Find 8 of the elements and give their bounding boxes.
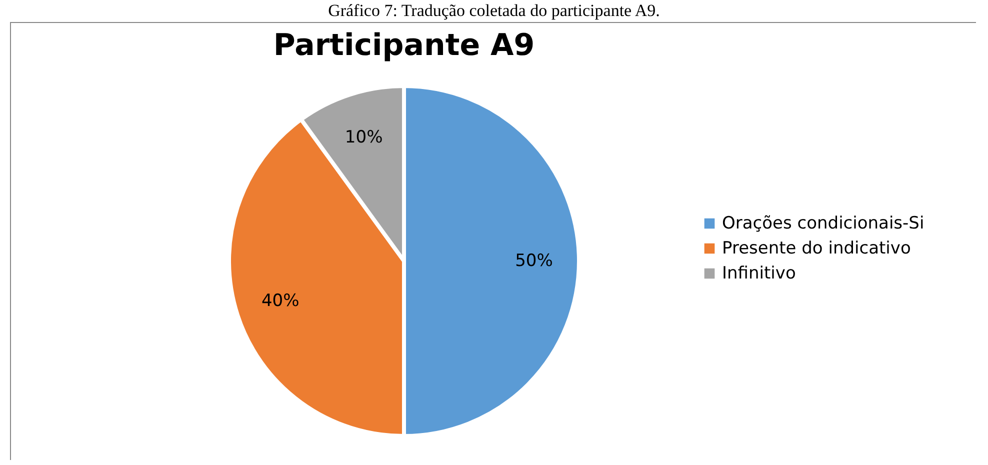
- data-label: 40%: [261, 291, 300, 312]
- text: Gráfico 7: Tradução coletada do participante A9.: [327, 0, 661, 22]
- data-label: 10%: [344, 127, 383, 148]
- legend-label: Presente do indicativo: [722, 238, 911, 258]
- chart-title: Participante A9: [273, 28, 535, 63]
- legend-label: Infinitivo: [722, 264, 796, 284]
- data-label: 50%: [515, 251, 553, 271]
- legend-label: Orações condicionais-Si: [722, 214, 924, 234]
